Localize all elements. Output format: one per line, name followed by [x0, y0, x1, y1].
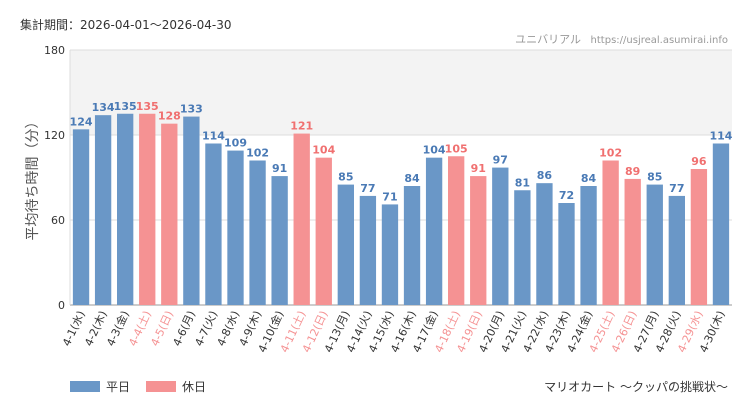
bar: [690, 169, 708, 305]
bar-value-label: 85: [647, 171, 662, 184]
bar-value-label: 102: [599, 147, 622, 160]
bar: [94, 115, 112, 306]
site-brand[interactable]: ユニバリアル https://usjreal.asumirai.info: [515, 31, 728, 47]
bar-value-label: 114: [202, 130, 225, 143]
bar-value-label: 71: [382, 190, 397, 203]
bar: [470, 176, 487, 305]
bar: [227, 150, 244, 305]
bar-value-label: 104: [423, 144, 446, 157]
bar: [646, 184, 663, 305]
bar: [381, 204, 399, 305]
bar-value-label: 85: [338, 171, 353, 184]
bar: [183, 116, 200, 305]
bar: [668, 195, 685, 305]
bar: [624, 178, 641, 305]
bar-value-label: 128: [158, 110, 181, 123]
bar: [602, 160, 619, 305]
bar: [492, 167, 509, 305]
legend-swatch-weekday: [70, 381, 100, 392]
y-tick-label: 180: [44, 44, 65, 57]
bar: [117, 113, 134, 305]
y-tick-label: 120: [44, 129, 65, 142]
bar: [403, 186, 421, 305]
bar-value-label: 134: [92, 101, 115, 114]
bar: [558, 203, 575, 305]
legend-label-weekday: 平日: [106, 380, 131, 394]
bar: [536, 183, 553, 305]
bar-value-label: 72: [559, 189, 574, 202]
bar-value-label: 84: [581, 172, 597, 185]
bar-value-label: 124: [70, 115, 93, 128]
legend: 平日 休日: [70, 378, 206, 395]
bar-value-label: 135: [114, 100, 137, 113]
bar: [293, 133, 310, 305]
bar-value-label: 109: [224, 137, 247, 150]
site-name: ユニバリアル: [515, 33, 582, 46]
bar-value-label: 77: [360, 182, 375, 195]
bar-value-label: 135: [136, 100, 159, 113]
bar-value-label: 105: [445, 142, 468, 155]
bar: [271, 176, 288, 305]
y-axis-title: 平均待ち時間（分）: [25, 115, 41, 241]
bar-value-label: 104: [312, 144, 335, 157]
site-url: https://usjreal.asumirai.info: [590, 35, 728, 46]
bar: [72, 129, 90, 305]
bar: [161, 123, 178, 306]
y-tick-label: 60: [51, 214, 65, 227]
bar: [139, 113, 156, 305]
bar: [315, 157, 332, 305]
legend-label-holiday: 休日: [182, 380, 207, 394]
bar: [205, 143, 222, 305]
bar-value-label: 97: [493, 154, 508, 167]
bar: [448, 156, 465, 305]
bar-value-label: 133: [180, 103, 203, 116]
legend-item-weekday[interactable]: 平日: [70, 378, 130, 395]
period-label: 集計期間：2026-04-01～2026-04-30: [20, 18, 232, 32]
bar-value-label: 81: [515, 176, 530, 189]
bar: [359, 195, 377, 305]
bar-value-label: 77: [669, 182, 684, 195]
legend-item-holiday[interactable]: 休日: [146, 378, 206, 395]
bar-value-label: 89: [625, 165, 640, 178]
bar-value-label: 84: [404, 172, 420, 185]
legend-swatch-holiday: [146, 381, 177, 392]
bar: [712, 143, 730, 305]
bar: [580, 186, 597, 305]
bar: [249, 160, 266, 305]
bar: [337, 184, 354, 305]
bar-value-label: 121: [290, 120, 313, 133]
bar-value-label: 86: [537, 169, 553, 182]
bar-value-label: 102: [246, 147, 269, 160]
bar-value-label: 91: [471, 162, 486, 175]
attraction-name: マリオカート ～クッパの挑戦状～: [544, 380, 728, 394]
shaded-band: [70, 50, 732, 135]
bar-value-label: 96: [691, 155, 707, 168]
bar-value-label: 91: [272, 162, 287, 175]
bar-value-label: 114: [709, 130, 732, 143]
y-tick-label: 0: [58, 299, 65, 312]
bar: [425, 157, 443, 305]
bar: [514, 190, 531, 305]
